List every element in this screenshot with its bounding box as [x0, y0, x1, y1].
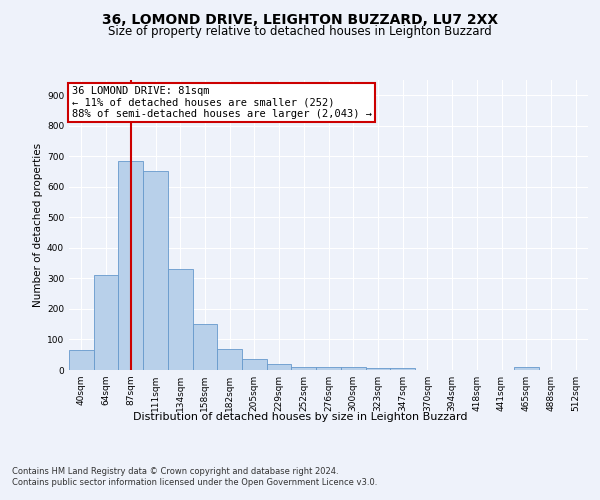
Text: 36, LOMOND DRIVE, LEIGHTON BUZZARD, LU7 2XX: 36, LOMOND DRIVE, LEIGHTON BUZZARD, LU7 …	[102, 12, 498, 26]
Y-axis label: Number of detached properties: Number of detached properties	[33, 143, 43, 307]
Bar	[193, 324, 217, 370]
Text: Size of property relative to detached houses in Leighton Buzzard: Size of property relative to detached ho…	[108, 25, 492, 38]
Bar	[316, 367, 341, 370]
Bar	[118, 161, 143, 370]
Bar	[143, 170, 168, 370]
Bar	[365, 368, 390, 370]
Bar	[94, 276, 118, 370]
Bar	[69, 350, 94, 370]
Bar	[292, 367, 316, 370]
Bar	[341, 367, 365, 370]
Text: Contains HM Land Registry data © Crown copyright and database right 2024.
Contai: Contains HM Land Registry data © Crown c…	[12, 468, 377, 487]
Bar	[168, 270, 193, 370]
Text: Distribution of detached houses by size in Leighton Buzzard: Distribution of detached houses by size …	[133, 412, 467, 422]
Bar	[514, 367, 539, 370]
Bar	[217, 349, 242, 370]
Bar	[267, 364, 292, 370]
Text: 36 LOMOND DRIVE: 81sqm
← 11% of detached houses are smaller (252)
88% of semi-de: 36 LOMOND DRIVE: 81sqm ← 11% of detached…	[71, 86, 371, 119]
Bar	[242, 360, 267, 370]
Bar	[390, 368, 415, 370]
